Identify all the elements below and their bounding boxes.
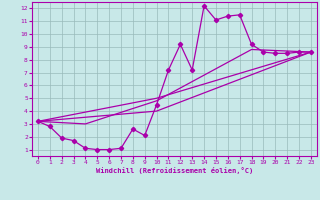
X-axis label: Windchill (Refroidissement éolien,°C): Windchill (Refroidissement éolien,°C) (96, 167, 253, 174)
